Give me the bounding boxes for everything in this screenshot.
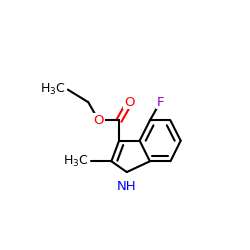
Text: O: O (124, 96, 135, 109)
Text: O: O (94, 114, 104, 127)
Text: NH: NH (117, 180, 136, 193)
Text: H$_3$C: H$_3$C (64, 154, 89, 169)
Text: H$_3$C: H$_3$C (40, 82, 66, 97)
Text: F: F (156, 96, 164, 109)
